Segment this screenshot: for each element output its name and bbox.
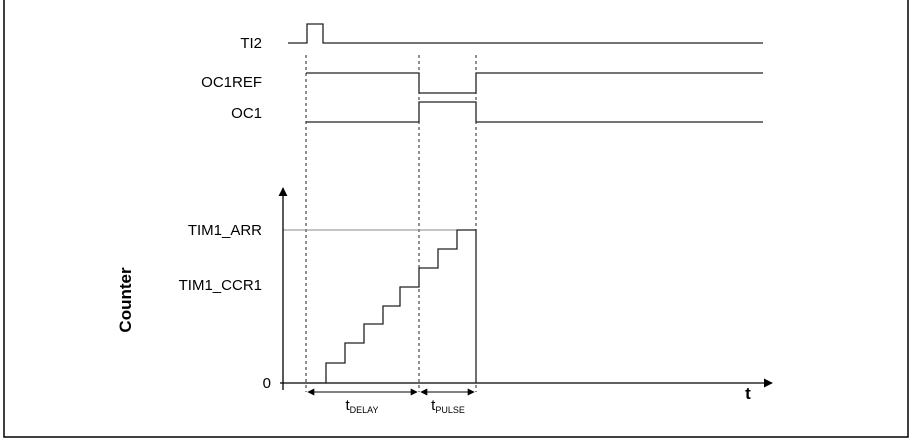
ti2-waveform [288, 23, 763, 44]
signal-label: TI2 [240, 35, 262, 52]
arr-label: TIM1_ARR [188, 222, 262, 239]
oc1-waveform [306, 101, 763, 123]
delay-sub: DELAY [350, 405, 379, 415]
delay-label: tDELAY [345, 397, 378, 415]
oc1ref-waveform [306, 72, 763, 94]
frame [3, 0, 909, 438]
signal-label: OC1REF [201, 74, 262, 91]
pulse-sub: PULSE [435, 405, 465, 415]
delay-main: t [345, 397, 350, 414]
axis-title: Counter [116, 267, 135, 333]
zero-label: 0 [263, 375, 271, 392]
pulse-main: t [431, 397, 436, 414]
pulse-label: tPULSE [431, 397, 465, 415]
signal-label: OC1 [231, 105, 262, 122]
counter-staircase [306, 229, 477, 384]
time-label: t [745, 384, 751, 403]
ccr1-label: TIM1_CCR1 [179, 277, 262, 294]
